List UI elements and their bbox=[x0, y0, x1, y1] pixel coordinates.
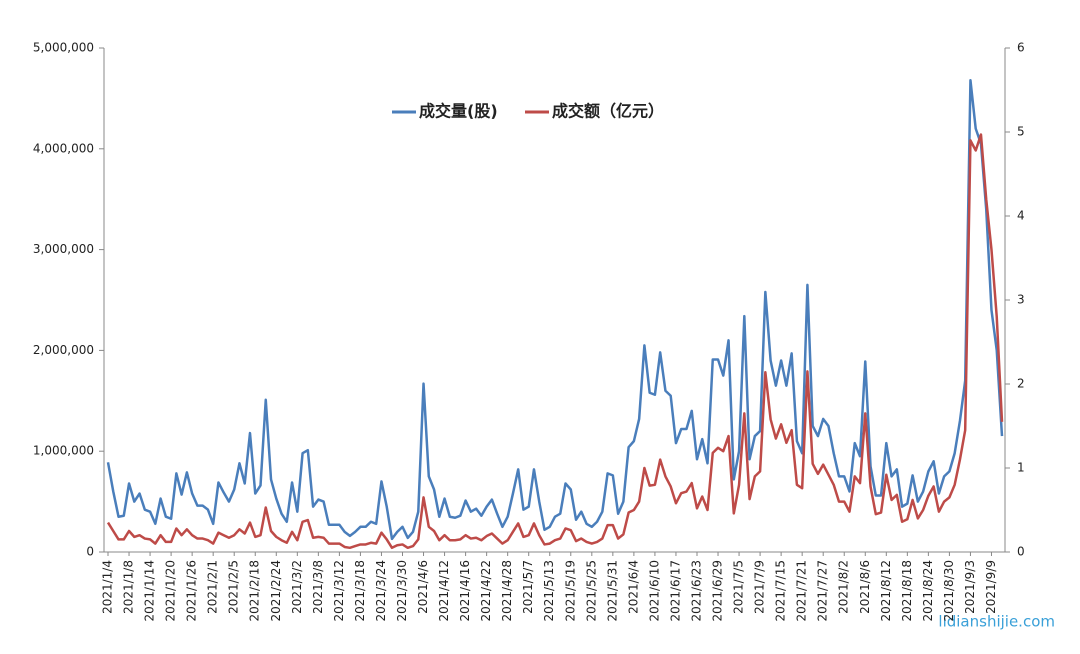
x-tick-label: 2021/2/18 bbox=[248, 560, 262, 622]
x-tick-label: 2021/4/22 bbox=[479, 560, 493, 622]
x-tick-label: 2021/7/27 bbox=[816, 560, 830, 622]
y-tick-label: 5,000,000 bbox=[33, 41, 94, 55]
x-tick-label: 2021/7/5 bbox=[732, 560, 746, 614]
x-tick-label: 2021/4/6 bbox=[416, 560, 430, 614]
x-tick-label: 2021/4/16 bbox=[458, 560, 472, 622]
x-tick-label: 2021/8/6 bbox=[858, 560, 872, 614]
x-tick-label: 2021/7/15 bbox=[774, 560, 788, 622]
y-tick-label: 0 bbox=[86, 545, 94, 559]
x-tick-label: 2021/3/18 bbox=[353, 560, 367, 622]
x-tick-label: 2021/3/12 bbox=[332, 560, 346, 622]
x-tick-label: 2021/8/24 bbox=[921, 560, 935, 622]
x-tick-label: 2021/3/2 bbox=[290, 560, 304, 614]
y2-tick-label: 0 bbox=[1017, 545, 1025, 559]
y-tick-label: 4,000,000 bbox=[33, 141, 94, 155]
x-tick-label: 2021/5/7 bbox=[521, 560, 535, 614]
x-tick-label: 2021/2/1 bbox=[206, 560, 220, 614]
x-tick-label: 2021/3/24 bbox=[374, 560, 388, 622]
x-tick-label: 2021/1/20 bbox=[164, 560, 178, 622]
x-tick-label: 2021/7/9 bbox=[753, 560, 767, 614]
x-tick-label: 2021/5/19 bbox=[563, 560, 577, 622]
x-tick-label: 2021/8/30 bbox=[942, 560, 956, 622]
x-tick-label: 2021/5/31 bbox=[605, 560, 619, 622]
x-tick-label: 2021/5/13 bbox=[542, 560, 556, 622]
legend-label: 成交额（亿元） bbox=[552, 102, 664, 121]
x-tick-label: 2021/2/24 bbox=[269, 560, 283, 622]
x-tick-label: 2021/6/17 bbox=[668, 560, 682, 622]
y2-tick-label: 5 bbox=[1017, 125, 1025, 139]
x-tick-label: 2021/7/21 bbox=[795, 560, 809, 622]
x-tick-label: 2021/3/8 bbox=[311, 560, 325, 614]
series-line bbox=[106, 133, 1004, 550]
x-tick-label: 2021/2/5 bbox=[227, 560, 241, 614]
x-tick-label: 2021/8/2 bbox=[837, 560, 851, 614]
x-tick-label: 2021/3/30 bbox=[395, 560, 409, 622]
y2-tick-label: 2 bbox=[1017, 377, 1025, 391]
y2-tick-label: 3 bbox=[1017, 293, 1025, 307]
x-tick-label: 2021/1/14 bbox=[143, 560, 157, 622]
x-tick-label: 2021/1/26 bbox=[185, 560, 199, 622]
y2-tick-label: 4 bbox=[1017, 209, 1025, 223]
y2-tick-label: 6 bbox=[1017, 41, 1025, 55]
x-tick-label: 2021/1/4 bbox=[101, 560, 115, 614]
x-tick-label: 2021/6/23 bbox=[689, 560, 703, 622]
y-tick-label: 2,000,000 bbox=[33, 343, 94, 357]
x-tick-label: 2021/8/18 bbox=[900, 560, 914, 622]
legend-label: 成交量(股) bbox=[419, 102, 498, 121]
series-line bbox=[106, 79, 1004, 541]
y2-tick-label: 1 bbox=[1017, 461, 1025, 475]
x-tick-label: 2021/4/28 bbox=[500, 560, 514, 622]
x-tick-label: 2021/6/4 bbox=[626, 560, 640, 614]
x-tick-label: 2021/9/3 bbox=[963, 560, 977, 614]
x-tick-label: 2021/6/10 bbox=[647, 560, 661, 622]
watermark: lidianshijie.com bbox=[938, 613, 1055, 631]
x-tick-label: 2021/6/29 bbox=[711, 560, 725, 622]
x-tick-label: 2021/4/12 bbox=[437, 560, 451, 622]
y-tick-label: 1,000,000 bbox=[33, 444, 94, 458]
x-tick-label: 2021/5/25 bbox=[584, 560, 598, 622]
x-tick-label: 2021/9/9 bbox=[984, 560, 998, 614]
x-tick-label: 2021/8/12 bbox=[879, 560, 893, 622]
x-tick-label: 2021/1/8 bbox=[122, 560, 136, 614]
y-tick-label: 3,000,000 bbox=[33, 242, 94, 256]
